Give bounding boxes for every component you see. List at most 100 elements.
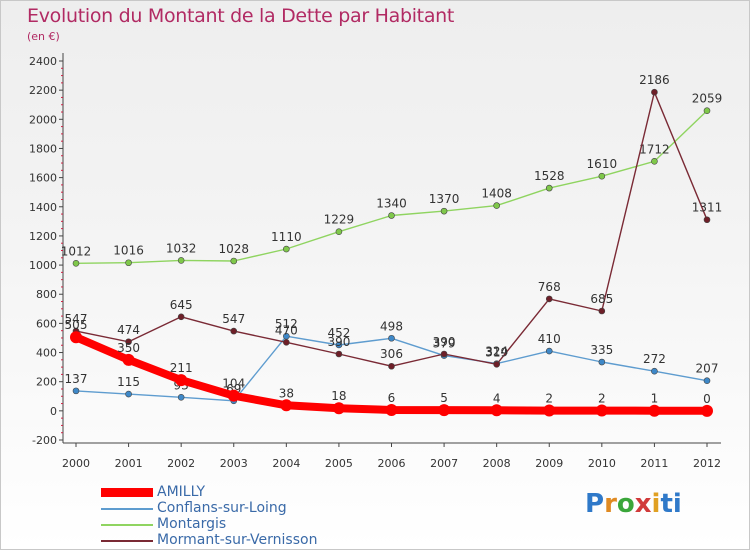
legend-label: Mormant-sur-Vernisson bbox=[157, 532, 318, 548]
data-point bbox=[440, 207, 448, 215]
data-label: 211 bbox=[170, 361, 193, 375]
data-point bbox=[72, 387, 80, 395]
y-tick-label: 200 bbox=[36, 376, 57, 389]
data-label: 335 bbox=[590, 343, 613, 357]
legend-label: Conflans-sur-Loing bbox=[157, 500, 287, 516]
data-label: 470 bbox=[275, 323, 298, 337]
logo-letter: i bbox=[651, 489, 661, 519]
data-point bbox=[701, 404, 713, 417]
data-label: 115 bbox=[117, 375, 140, 389]
data-label: 390 bbox=[327, 335, 350, 349]
data-point bbox=[283, 245, 290, 253]
data-label: 2 bbox=[545, 392, 553, 406]
data-label: 1712 bbox=[639, 142, 670, 156]
data-label: 547 bbox=[222, 312, 245, 326]
legend-item: Conflans-sur-Loing bbox=[101, 500, 361, 516]
data-point bbox=[648, 404, 661, 417]
data-label: 1340 bbox=[376, 197, 407, 211]
data-point bbox=[493, 202, 500, 209]
data-label: 0 bbox=[703, 392, 711, 406]
chart-title: Evolution du Montant de la Dette par Hab… bbox=[27, 5, 455, 27]
data-point bbox=[335, 350, 343, 358]
x-tick-label: 2003 bbox=[220, 457, 248, 470]
series-amilly: 505 350 211 104 38 18 6 5 4 2 2 1 0 bbox=[65, 318, 713, 417]
data-label: 410 bbox=[538, 332, 561, 346]
x-tick-label: 2008 bbox=[483, 457, 511, 470]
logo-letter: i bbox=[672, 489, 682, 519]
data-label: 207 bbox=[696, 362, 719, 376]
data-point bbox=[125, 390, 132, 398]
data-label: 38 bbox=[279, 386, 294, 400]
legend-item: AMILLY bbox=[101, 484, 361, 500]
data-label: 5 bbox=[440, 391, 448, 405]
x-tick-label: 2009 bbox=[535, 457, 563, 470]
legend-swatch bbox=[101, 524, 153, 526]
data-label: 1610 bbox=[587, 157, 618, 171]
y-tick-label: 1200 bbox=[29, 230, 57, 243]
y-tick-label: 2400 bbox=[29, 55, 57, 68]
series-line bbox=[75, 110, 708, 264]
data-point bbox=[175, 374, 188, 387]
data-point bbox=[335, 228, 343, 235]
data-label: 18 bbox=[331, 389, 346, 403]
data-label: 1028 bbox=[218, 242, 249, 256]
data-point bbox=[598, 307, 606, 315]
proxiti-logo: Proxiti bbox=[585, 489, 682, 519]
legend-item: Montargis bbox=[101, 516, 361, 532]
data-point bbox=[230, 327, 238, 335]
data-label: 319 bbox=[485, 345, 508, 359]
data-point bbox=[703, 377, 711, 384]
data-point bbox=[125, 338, 132, 346]
data-label: 1032 bbox=[166, 241, 197, 255]
data-label: 1229 bbox=[324, 213, 355, 227]
data-point bbox=[598, 358, 606, 366]
x-tick-label: 2010 bbox=[588, 457, 616, 470]
data-label: 2059 bbox=[692, 92, 723, 106]
data-label: 1012 bbox=[61, 244, 92, 258]
data-point bbox=[388, 212, 395, 219]
legend-label: Montargis bbox=[157, 516, 227, 532]
data-point bbox=[335, 341, 343, 349]
data-label: 1370 bbox=[429, 192, 460, 206]
logo-letter: o bbox=[616, 489, 635, 519]
legend-swatch bbox=[101, 540, 153, 542]
x-tick-label: 2006 bbox=[378, 457, 406, 470]
data-label: 1311 bbox=[692, 201, 723, 215]
data-label: 350 bbox=[117, 341, 140, 355]
series-mormant-sur-vernisson: 547 474 645 547 470 390 306 390 319 768 685 2186 131… bbox=[65, 73, 723, 370]
y-tick-label: 1400 bbox=[29, 201, 57, 214]
data-point bbox=[177, 257, 185, 264]
chart-unit: (en €) bbox=[27, 30, 60, 43]
data-label: 6 bbox=[388, 391, 396, 405]
data-point bbox=[440, 350, 448, 358]
data-label: 4 bbox=[493, 391, 501, 405]
data-point bbox=[703, 216, 711, 224]
data-point bbox=[490, 404, 503, 417]
x-tick-label: 2012 bbox=[693, 457, 721, 470]
data-point bbox=[493, 361, 500, 368]
data-label: 2186 bbox=[639, 73, 670, 87]
data-point bbox=[125, 259, 132, 267]
data-label: 104 bbox=[222, 377, 245, 391]
y-tick-label: 1600 bbox=[29, 172, 57, 185]
data-label: 768 bbox=[538, 280, 561, 294]
data-point bbox=[177, 393, 185, 401]
data-point bbox=[332, 402, 345, 415]
data-point bbox=[227, 389, 240, 402]
legend-item: Mormant-sur-Vernisson bbox=[101, 532, 361, 548]
data-point bbox=[177, 313, 185, 321]
data-point bbox=[598, 172, 606, 180]
logo-letter: r bbox=[604, 489, 617, 519]
data-point bbox=[70, 331, 82, 344]
data-label: 498 bbox=[380, 319, 403, 333]
data-label: 379 bbox=[433, 337, 456, 351]
data-label: 272 bbox=[643, 352, 666, 366]
series-montargis: 1012 1016 1032 1028 1110 1229 1340 1370 1408 1528… bbox=[61, 92, 723, 267]
x-tick-label: 2007 bbox=[430, 457, 458, 470]
data-label: 2 bbox=[598, 392, 606, 406]
legend-swatch bbox=[101, 488, 153, 497]
y-tick-label: 2000 bbox=[29, 113, 57, 126]
data-label: 1110 bbox=[271, 230, 302, 244]
data-point bbox=[545, 184, 553, 192]
